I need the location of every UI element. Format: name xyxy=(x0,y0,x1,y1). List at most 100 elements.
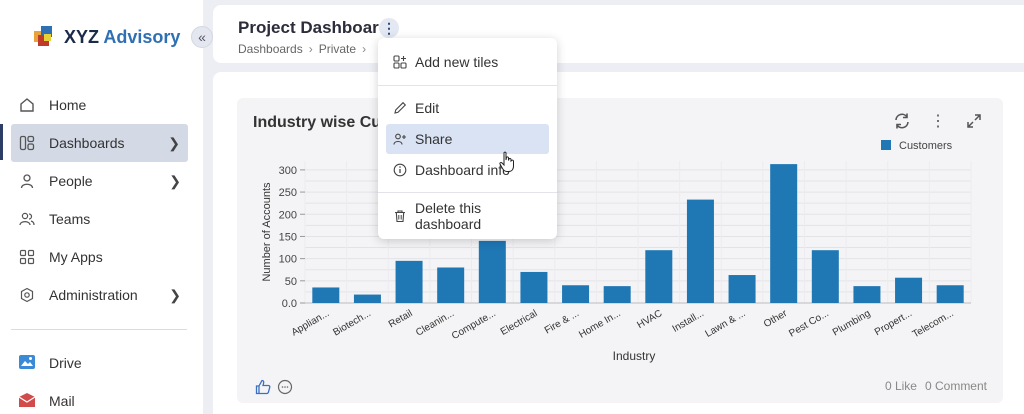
dashboard-menu-button[interactable]: ⋮ xyxy=(379,18,399,38)
dashboard-context-menu: Add new tiles Edit Share Dashboard info … xyxy=(378,38,557,239)
y-tick-label: 300 xyxy=(279,165,297,177)
sidebar-item-label: Mail xyxy=(49,393,75,409)
bar xyxy=(770,164,798,303)
brand-logo[interactable]: XYZ Advisory xyxy=(34,26,180,48)
menu-item-share[interactable]: Share xyxy=(386,124,549,154)
comment-count[interactable]: 0 Comment xyxy=(924,379,987,393)
legend-swatch xyxy=(881,140,891,150)
sidebar-item-my-apps[interactable]: My Apps xyxy=(0,238,203,276)
sidebar-nav: Home Dashboards ❯ People ❯ Teams xyxy=(0,86,203,314)
breadcrumb-item-private[interactable]: Private xyxy=(318,42,357,56)
x-tick-label: Compute... xyxy=(450,308,498,342)
breadcrumb: Dashboards › Private › xyxy=(238,42,366,56)
drive-icon xyxy=(18,354,36,372)
tile-toolbar: ⋮ xyxy=(893,112,983,130)
trash-icon xyxy=(393,209,407,223)
sidebar-item-home[interactable]: Home xyxy=(0,86,203,124)
admin-icon xyxy=(18,286,36,304)
menu-divider xyxy=(378,85,557,86)
menu-item-edit[interactable]: Edit xyxy=(386,93,549,123)
menu-item-add-new-tiles[interactable]: Add new tiles xyxy=(386,47,549,77)
x-tick-label: Lawn & ... xyxy=(704,308,748,340)
collapse-sidebar-button[interactable]: « xyxy=(191,26,213,48)
chevron-right-icon: ❯ xyxy=(168,134,180,151)
bar xyxy=(853,286,881,303)
bar xyxy=(686,199,714,303)
expand-icon[interactable] xyxy=(965,112,983,130)
chevron-right-icon: › xyxy=(362,42,367,56)
bar xyxy=(936,285,964,303)
x-tick-label: Applian... xyxy=(290,308,332,338)
double-chevron-left-icon: « xyxy=(198,29,206,45)
people-icon xyxy=(18,172,36,190)
x-tick-label: Telecom... xyxy=(911,308,956,340)
bar xyxy=(562,285,590,303)
logo-icon xyxy=(34,26,56,48)
home-icon xyxy=(18,96,36,114)
bar xyxy=(437,267,465,303)
chart-tile: 0.0 50 100 150 200 250 300 Applian... Biotech...… xyxy=(237,98,1003,403)
chevron-right-icon: ❯ xyxy=(169,286,181,303)
bar xyxy=(395,260,423,303)
menu-item-dashboard-info[interactable]: Dashboard info xyxy=(386,155,549,185)
x-tick-label: Install... xyxy=(671,308,706,335)
sidebar-item-label: People xyxy=(49,173,93,189)
sidebar-item-label: My Apps xyxy=(49,249,103,265)
x-axis-title: Industry xyxy=(613,349,656,363)
sidebar-item-dashboards[interactable]: Dashboards ❯ xyxy=(0,124,188,162)
menu-divider xyxy=(378,192,557,193)
x-tick-label: Retail xyxy=(387,308,415,330)
menu-item-label: Dashboard info xyxy=(415,162,510,178)
sidebar-item-drive[interactable]: Drive xyxy=(0,344,203,382)
refresh-icon[interactable] xyxy=(893,112,911,130)
menu-item-label: Delete this dashboard xyxy=(415,200,482,232)
x-tick-label: Other xyxy=(762,308,790,330)
bar xyxy=(353,294,381,303)
bar xyxy=(728,275,756,303)
x-tick-label: Biotech... xyxy=(331,308,373,338)
x-tick-label: Pest Co... xyxy=(787,308,831,339)
apps-icon xyxy=(18,248,36,266)
legend-label: Customers xyxy=(899,140,953,152)
page-title: Project Dashboard xyxy=(238,18,390,37)
sidebar-item-label: Home xyxy=(49,97,87,113)
y-tick-label: 100 xyxy=(279,254,297,266)
comment-icon[interactable] xyxy=(277,379,293,395)
tile-footer-stats: 0 Like 0 Comment xyxy=(885,379,987,393)
x-tick-label: Home In... xyxy=(577,308,622,341)
chevron-right-icon: ❯ xyxy=(169,172,181,189)
menu-item-label: Add new tiles xyxy=(415,54,499,70)
main-content: 0.0 50 100 150 200 250 300 Applian... Biotech...… xyxy=(213,72,1024,414)
tile-footer-actions xyxy=(255,379,293,395)
y-tick-label: 150 xyxy=(279,231,297,243)
teams-icon xyxy=(18,210,36,228)
y-tick-label: 250 xyxy=(279,187,297,199)
sidebar-item-people[interactable]: People ❯ xyxy=(0,162,203,200)
menu-item-delete-dashboard[interactable]: Delete this dashboard xyxy=(386,200,549,232)
y-tick-label: 50 xyxy=(285,276,297,288)
sidebar-item-administration[interactable]: Administration ❯ xyxy=(0,276,203,314)
breadcrumb-item-dashboards[interactable]: Dashboards xyxy=(238,42,303,56)
kebab-menu-icon[interactable]: ⋮ xyxy=(930,113,946,130)
menu-item-label: Edit xyxy=(415,100,440,116)
sidebar-divider xyxy=(11,329,187,330)
sidebar-item-label: Dashboards xyxy=(49,135,125,151)
info-icon xyxy=(393,163,407,177)
mail-icon xyxy=(18,392,36,410)
y-axis-title: Number of Accounts xyxy=(261,182,273,282)
x-tick-label: Electrical xyxy=(499,308,540,338)
like-count[interactable]: 0 Like xyxy=(884,379,917,393)
bar xyxy=(603,286,631,303)
page-header: Project Dashboard ⋮ Dashboards › Private… xyxy=(213,5,1024,63)
thumbs-up-icon[interactable] xyxy=(255,379,271,395)
sidebar-item-mail[interactable]: Mail xyxy=(0,382,203,414)
bar xyxy=(312,287,340,303)
kebab-menu-icon: ⋮ xyxy=(382,20,396,36)
dashboards-icon xyxy=(18,134,36,152)
share-user-icon xyxy=(393,132,407,146)
sidebar-item-teams[interactable]: Teams xyxy=(0,200,203,238)
chevron-right-icon: › xyxy=(308,42,313,56)
x-tick-label: Plumbing xyxy=(831,308,873,338)
bar xyxy=(895,277,923,303)
sidebar-item-label: Drive xyxy=(49,355,82,371)
